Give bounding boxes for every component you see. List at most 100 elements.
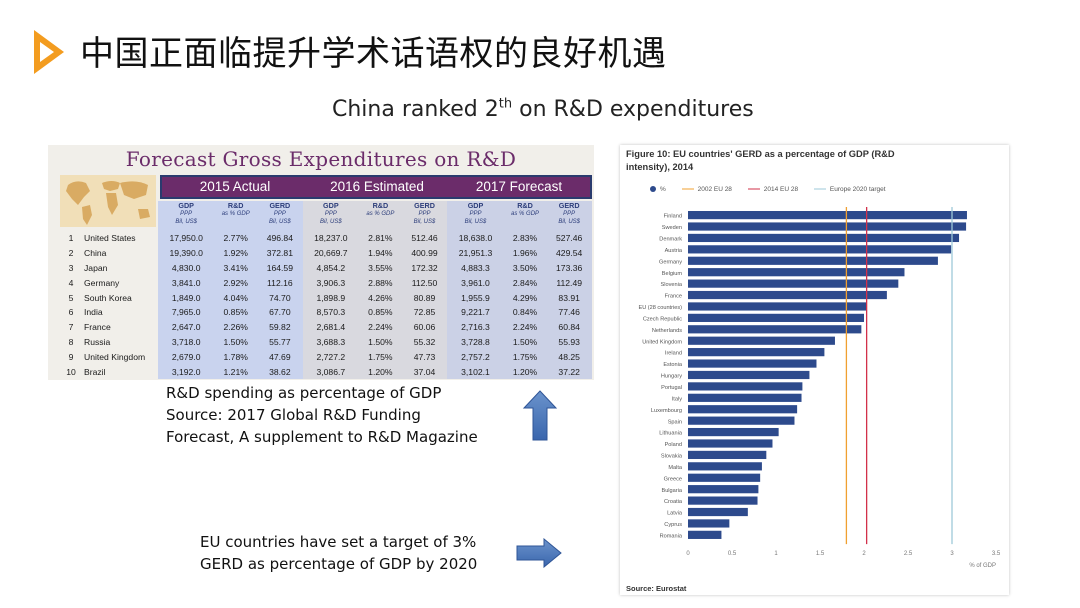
- column-header: R&D as % GDP: [359, 201, 402, 231]
- chart-title: Figure 10: EU countries' GERD as a perce…: [626, 149, 895, 172]
- table-row: 5 South Korea 1,849.0 4.04% 74.70 1,898.9 4.26…: [60, 290, 592, 305]
- value-cell: 1,898.9: [302, 290, 360, 305]
- bar-chart-svg: Finland Sweden Denmark Austria Germany Belgiu…: [638, 207, 1001, 569]
- value-cell: 74.70: [257, 290, 303, 305]
- value-cell: 4.04%: [214, 290, 258, 305]
- value-cell: 38.62: [257, 364, 303, 379]
- value-cell: 60.84: [546, 319, 592, 335]
- bar: [688, 302, 867, 311]
- bar: [688, 245, 952, 254]
- value-cell: 3.55%: [359, 260, 402, 276]
- country-cell: United Kingdom: [84, 351, 146, 362]
- category-label: United Kingdom: [642, 339, 682, 345]
- value-cell: 3,086.7: [302, 364, 360, 379]
- value-cell: 2.24%: [359, 319, 402, 335]
- column-header-sub: Bil, US$: [413, 219, 436, 225]
- value-cell: 3,688.3: [302, 334, 360, 350]
- column-header-sub: PPP: [469, 211, 482, 217]
- value-cell: 18,237.0: [302, 231, 360, 246]
- value-cell: 2,681.4: [302, 319, 360, 335]
- category-label: Croatia: [664, 499, 683, 505]
- year-header-band: 2015 Actual 2016 Estimated 2017 Forecast: [160, 175, 592, 199]
- value-cell: 37.22: [546, 364, 592, 379]
- value-cell: 527.46: [546, 231, 592, 246]
- column-header-main: GDP: [467, 201, 484, 210]
- right-arrow-icon: [516, 538, 562, 568]
- bar: [688, 507, 748, 517]
- bar: [688, 427, 779, 437]
- column-header-sub: PPP: [180, 211, 193, 217]
- legend-item-target: Europe 2020 target: [813, 186, 886, 193]
- column-header-main: GERD: [269, 201, 291, 210]
- value-cell: 1.75%: [503, 349, 547, 365]
- value-cell: 59.82: [257, 319, 303, 335]
- world-map-icon: [60, 175, 156, 227]
- value-cell: 1.50%: [214, 334, 258, 350]
- value-cell: 2.88%: [359, 275, 402, 291]
- note-line: Forecast, A supplement to R&D Magazine: [166, 428, 478, 446]
- value-cell: 173.36: [546, 260, 592, 276]
- category-label: Austria: [665, 248, 683, 254]
- column-header-sub: Bil, US$: [269, 219, 291, 225]
- value-cell: 47.73: [401, 349, 448, 365]
- category-label: Slovakia: [661, 454, 683, 460]
- column-header-sub: as % GDP: [511, 211, 540, 217]
- x-tick-label: 1: [774, 551, 778, 557]
- rank-cell: 5: [68, 292, 74, 303]
- value-cell: 3,906.3: [302, 275, 360, 291]
- value-cell: 3,841.0: [158, 275, 215, 291]
- column-header-sub: Bil, US$: [464, 219, 487, 225]
- value-cell: 2.81%: [359, 231, 402, 246]
- bar: [688, 462, 762, 471]
- bar: [688, 336, 835, 345]
- column-header-sub: PPP: [563, 211, 576, 217]
- table-row: 3 Japan 4,830.0 3.41% 164.59 4,854.2 3.55% 172.…: [60, 260, 592, 276]
- value-cell: 1.50%: [359, 334, 402, 350]
- value-cell: 3,102.1: [447, 364, 504, 379]
- x-tick-label: 3: [950, 551, 954, 557]
- table-header-row: GDP PPP Bil, US$ R&D as % GDP GERD PPP Bil, US$…: [60, 201, 592, 231]
- column-header: GERD PPP Bil, US$: [257, 201, 303, 231]
- bar: [688, 439, 773, 448]
- bar: [688, 450, 767, 460]
- bar: [688, 519, 730, 528]
- x-tick-label: 2: [862, 551, 866, 557]
- column-header: GDP PPP Bil, US$: [447, 201, 504, 231]
- value-cell: 37.04: [401, 364, 448, 379]
- value-cell: 72.85: [401, 304, 448, 320]
- value-cell: 400.99: [401, 245, 448, 261]
- category-label: France: [665, 294, 682, 300]
- up-arrow-icon: [522, 390, 558, 441]
- value-cell: 20,669.7: [302, 245, 360, 261]
- legend-item-2014: 2014 EU 28: [747, 186, 798, 193]
- value-cell: 2.92%: [214, 275, 258, 291]
- bar: [688, 325, 862, 334]
- category-label: Malta: [668, 465, 683, 471]
- country-cell: Russia: [84, 336, 111, 347]
- category-label: EU (28 countries): [638, 305, 682, 311]
- table-heading: Forecast Gross Expenditures on R&D: [125, 147, 517, 171]
- value-cell: 48.25: [546, 349, 592, 365]
- category-label: Netherlands: [652, 328, 682, 334]
- value-cell: 372.81: [257, 245, 303, 261]
- bar: [688, 233, 960, 243]
- bar: [688, 405, 798, 414]
- country-cell: France: [84, 322, 111, 333]
- value-cell: 47.69: [257, 349, 303, 365]
- category-label: Lithuania: [659, 431, 683, 437]
- value-cell: 172.32: [401, 260, 448, 276]
- value-cell: 2,647.0: [158, 319, 215, 335]
- column-header-sub: Bil, US$: [175, 219, 198, 225]
- category-label: Poland: [665, 442, 682, 448]
- column-header-main: R&D: [517, 201, 533, 210]
- country-cell: United States: [84, 233, 136, 244]
- value-cell: 3,961.0: [447, 275, 504, 291]
- bar: [688, 268, 905, 277]
- value-cell: 18,638.0: [447, 231, 504, 246]
- value-cell: 1.20%: [503, 364, 547, 379]
- category-label: Czech Republic: [643, 316, 682, 322]
- category-label: Greece: [664, 476, 682, 482]
- x-tick-label: 0: [686, 551, 690, 557]
- column-header: GDP PPP Bil, US$: [302, 201, 360, 231]
- x-tick-label: 1.5: [816, 551, 825, 557]
